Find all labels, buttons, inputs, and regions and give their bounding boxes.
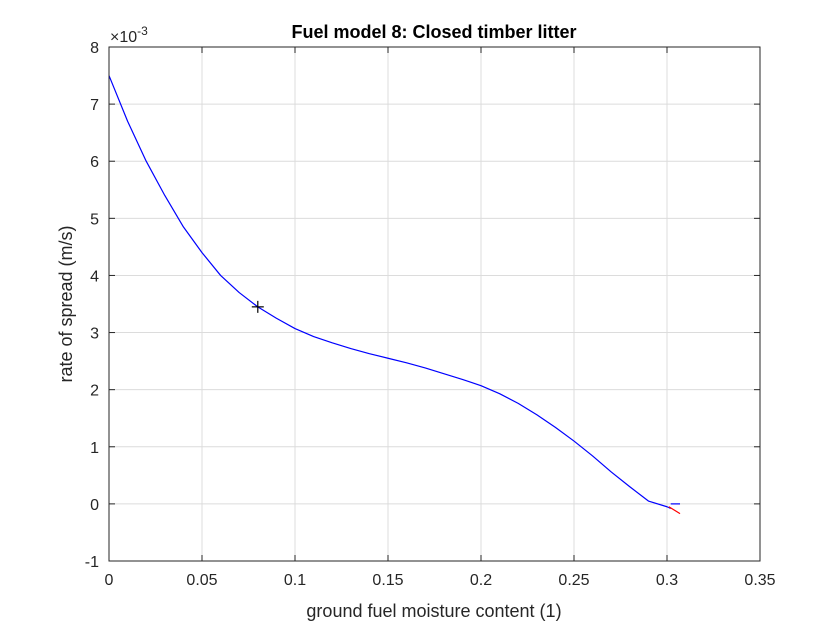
y-tick-label: 5 — [90, 211, 99, 228]
x-tick-label: 0.15 — [372, 572, 403, 589]
plot-area — [109, 47, 760, 561]
x-tick-label: 0.3 — [656, 572, 678, 589]
x-tick-label: 0.1 — [284, 572, 306, 589]
y-tick-label: 0 — [90, 497, 99, 514]
y-tick-label: 4 — [90, 268, 99, 285]
plot-frame — [108, 46, 761, 562]
y-tick-label: 7 — [90, 97, 99, 114]
y-exponent-label: ×10-3 — [110, 24, 148, 46]
end-segment — [668, 506, 681, 515]
data-marker-plus — [251, 300, 264, 313]
y-tick-label: 1 — [90, 440, 99, 457]
y-tick-label: 8 — [90, 40, 99, 57]
y-axis-label: rate of spread (m/s) — [56, 225, 76, 382]
y-tick-label: 2 — [90, 383, 99, 400]
y-exponent-base: ×10 — [110, 29, 137, 46]
ticks — [108, 46, 761, 562]
x-tick-label: 0 — [105, 572, 114, 589]
y-tick-label: -1 — [85, 554, 99, 571]
x-tick-label: 0.25 — [558, 572, 589, 589]
x-tick-label: 0.35 — [744, 572, 775, 589]
tick-labels: 0 0.05 0.1 0.15 0.2 0.25 0.3 0.35 -1 0 1 2 3 4 5 6 7 8 — [85, 40, 776, 589]
series-line — [108, 75, 671, 510]
chart-title: Fuel model 8: Closed timber litter — [291, 22, 576, 42]
grid — [109, 47, 760, 561]
y-tick-label: 6 — [90, 154, 99, 171]
x-tick-label: 0.05 — [186, 572, 217, 589]
x-axis-label: ground fuel moisture content (1) — [306, 601, 561, 621]
x-tick-label: 0.2 — [470, 572, 492, 589]
y-tick-label: 3 — [90, 326, 99, 343]
series-layer — [108, 75, 681, 515]
y-exponent-power: -3 — [137, 24, 148, 38]
